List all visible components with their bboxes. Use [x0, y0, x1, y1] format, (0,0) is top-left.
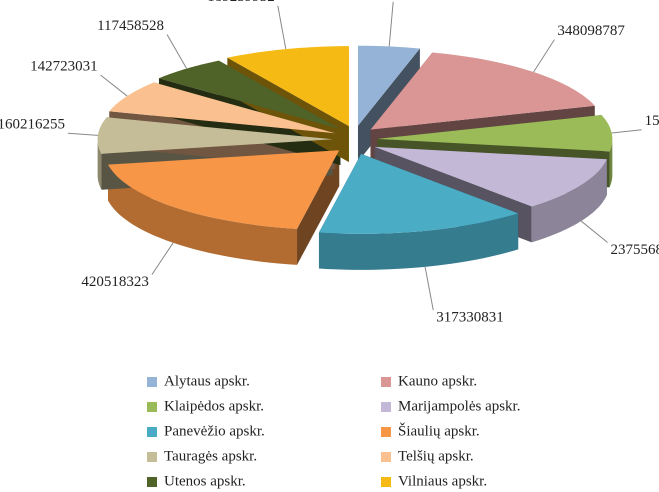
- slice-side: [318, 213, 519, 270]
- slice: [377, 115, 613, 152]
- data-label: 142723031: [30, 59, 98, 75]
- slice: [357, 45, 420, 126]
- legend-marker: [147, 452, 157, 462]
- legend-marker: [147, 377, 157, 387]
- slice: [318, 153, 519, 234]
- legend-marker: [147, 427, 157, 437]
- leader-line: [67, 132, 98, 136]
- data-label: 160216255: [0, 117, 65, 133]
- legend-marker: [381, 477, 391, 487]
- legend-marker: [381, 427, 391, 437]
- data-label: 92713890: [396, 0, 456, 1]
- legend-label: Alytaus apskr.: [164, 373, 250, 389]
- data-label: 348098787: [557, 23, 625, 39]
- slice-side: [97, 139, 102, 190]
- data-label: 317330831: [436, 310, 504, 326]
- leader-line: [424, 266, 434, 311]
- leader-line: [166, 34, 188, 69]
- leader-line: [580, 220, 608, 243]
- legend-label: Marijampolės apskr.: [398, 398, 520, 414]
- slice-side: [108, 164, 298, 265]
- data-label: 420518323: [81, 274, 149, 290]
- data-label: 117458528: [97, 18, 164, 34]
- slice: [158, 60, 341, 130]
- legend-marker: [147, 477, 157, 487]
- legend-label: Panevėžio apskr.: [164, 423, 265, 439]
- slice: [374, 146, 607, 207]
- slice: [370, 52, 595, 130]
- slice: [97, 117, 333, 154]
- slice: [109, 82, 336, 134]
- legend-marker: [381, 377, 391, 387]
- legend-label: Utenos apskr.: [164, 473, 246, 489]
- data-label: 159930875: [645, 113, 659, 129]
- leader-line: [388, 1, 394, 47]
- legend-label: Šiaulių apskr.: [398, 422, 480, 439]
- legend-marker: [381, 402, 391, 412]
- slice-side: [531, 159, 607, 243]
- legend-label: Telšių apskr.: [398, 448, 474, 464]
- legend-label: Vilniaus apskr.: [398, 473, 487, 489]
- data-label: 189259952: [207, 0, 275, 5]
- leader-line: [100, 74, 128, 97]
- legend-marker: [381, 452, 391, 462]
- slice-side: [609, 138, 613, 188]
- slice: [227, 46, 349, 127]
- slice: [108, 150, 340, 229]
- legend-label: Klaipėdos apskr.: [164, 398, 264, 414]
- leader-line: [611, 129, 642, 134]
- leader-line: [151, 242, 174, 275]
- leader-line: [277, 5, 287, 50]
- legend-marker: [147, 402, 157, 412]
- data-label: 237556875: [611, 242, 659, 258]
- legend-label: Kauno apskr.: [398, 373, 477, 389]
- legend-label: Tauragės apskr.: [164, 448, 257, 464]
- leader-line: [533, 39, 555, 73]
